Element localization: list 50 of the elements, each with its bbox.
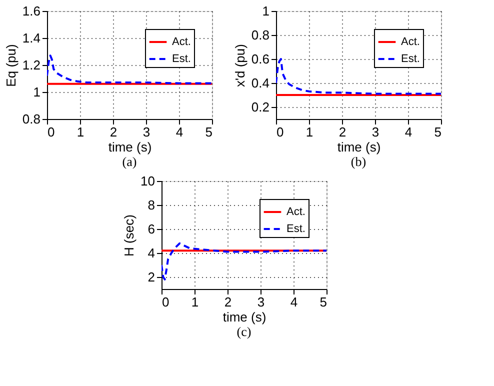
x-tick-label: 5	[320, 294, 327, 310]
x-axis-title: time (s)	[337, 140, 381, 154]
y-tick-label: 0.4	[251, 76, 270, 90]
y-tick-label: 4	[148, 246, 155, 260]
x-tick-label: 2	[110, 124, 118, 140]
x-axis-title: time (s)	[222, 310, 266, 324]
x-tick-label: 1	[76, 124, 84, 140]
y-tick-label: 0.8	[251, 28, 270, 42]
y-tick-label: 0.8	[22, 112, 40, 126]
legend-label: Est.	[172, 53, 191, 65]
x-tick-label: 5	[205, 124, 212, 140]
x-tick-label: 4	[290, 294, 298, 310]
x-tick-label: 2	[224, 294, 232, 310]
x-tick-label: 0	[162, 294, 170, 310]
x-tick-label: 4	[176, 124, 184, 140]
x-tick-label: 0	[48, 124, 55, 140]
y-tick-label: 10	[140, 174, 155, 188]
y-axis-title: x'd (pu)	[232, 44, 248, 87]
legend-label: Act.	[286, 206, 306, 218]
x-tick-label: 3	[257, 294, 265, 310]
x-tick-label: 0	[276, 124, 284, 140]
y-tick-label: 8	[148, 198, 155, 212]
text: (a)	[122, 154, 137, 169]
x-axis-title: time (s)	[108, 140, 152, 154]
line-series	[47, 54, 212, 84]
legend-label: Est.	[286, 223, 306, 235]
line-series	[162, 242, 326, 280]
x-tick-label: 2	[338, 124, 346, 140]
text: (c)	[236, 324, 252, 339]
x-tick-label: 1	[306, 124, 314, 140]
y-axis-title: H (sec)	[122, 214, 137, 256]
y-tick-label: 6	[148, 222, 155, 236]
y-tick-label: 1.4	[22, 30, 40, 46]
y-tick-label: 0.2	[251, 100, 270, 114]
legend-label: Act.	[401, 36, 420, 48]
text: (b)	[350, 154, 366, 169]
y-axis-title: Eq (pu)	[3, 44, 18, 87]
legend-label: Act.	[172, 36, 191, 48]
y-tick-label: 2	[148, 270, 155, 284]
x-tick-label: 1	[191, 294, 199, 310]
x-tick-label: 3	[142, 124, 150, 140]
legend-label: Est.	[401, 53, 420, 65]
y-tick-label: 1	[33, 84, 40, 100]
y-tick-label: 1.6	[22, 4, 40, 18]
y-tick-label: 1.2	[22, 58, 40, 72]
x-tick-label: 3	[372, 124, 380, 140]
y-tick-label: 0.6	[251, 52, 270, 66]
x-tick-label: 4	[404, 124, 412, 140]
x-tick-label: 5	[434, 124, 442, 140]
y-tick-label: 1	[262, 4, 270, 18]
